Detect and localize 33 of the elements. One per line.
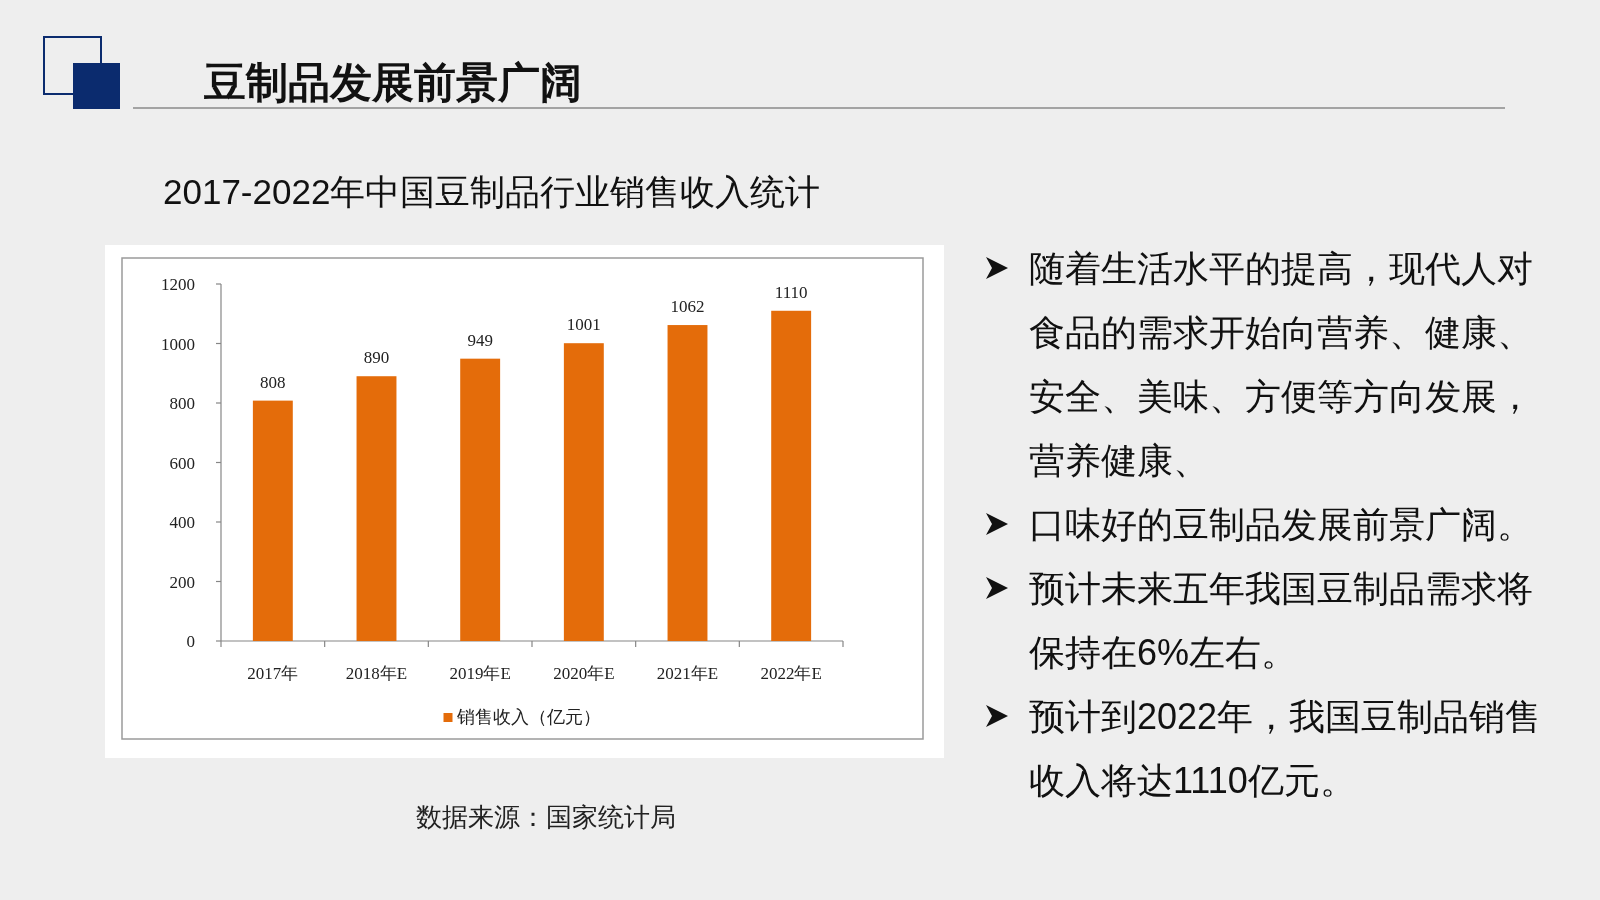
chart-title: 豆制品发展前景广阔 [204, 59, 582, 106]
data-label: 1001 [566, 315, 601, 335]
bar [771, 310, 812, 641]
y-tick-label: 0 [186, 632, 195, 651]
x-tick-label: 2017年 [247, 664, 299, 683]
y-tick-label: 400 [169, 513, 195, 532]
text: 预计未来五年我国豆制品需求将保持在6%左右。 [1029, 568, 1533, 673]
text: 口味好的豆制品发展前景广阔。 [1029, 504, 1533, 545]
y-tick-label: 200 [169, 572, 195, 592]
text: 随着生活水平的提高，现代人对食品的需求开始向营养、健康、安全、美味、方便等方向发展，营养健康、 [1029, 248, 1533, 481]
x-tick-label: 2019年E [449, 664, 511, 683]
bar [667, 325, 708, 641]
y-tick-label: 1000 [161, 334, 195, 354]
bar [252, 400, 293, 641]
x-tick-label: 2022年E [760, 664, 822, 683]
y-tick-label: 1200 [161, 275, 195, 294]
bar [356, 376, 397, 641]
x-tick-label: 2020年E [553, 664, 615, 683]
bar [460, 358, 501, 641]
data-label: 949 [467, 330, 493, 350]
data-label: 1062 [670, 297, 705, 317]
text: 预计到2022年，我国豆制品销售收入将达1110亿元。 [1029, 696, 1542, 801]
data-label: 890 [363, 348, 390, 368]
data-label: 1110 [774, 282, 808, 302]
legend-label: 销售收入（亿元） [455, 707, 601, 727]
bar [563, 343, 604, 641]
y-tick-label: 600 [169, 453, 195, 473]
data-label: 808 [260, 372, 286, 392]
x-tick-label: 2021年E [656, 664, 719, 683]
y-tick-label: 800 [169, 394, 195, 413]
source-note: 数据来源：国家统计局 [416, 802, 676, 832]
chart-subtitle: 2017-2022年中国豆制品行业销售收入统计 [163, 172, 821, 211]
x-tick-label: 2018年E [345, 664, 408, 683]
